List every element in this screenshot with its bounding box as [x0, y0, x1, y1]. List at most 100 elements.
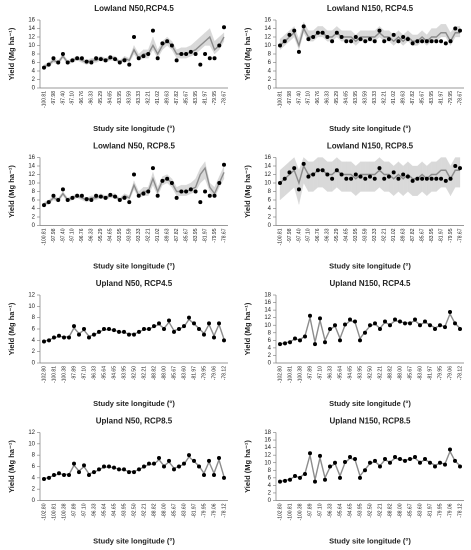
observed-point	[198, 200, 203, 205]
x-tick-label: -100.38	[61, 366, 67, 383]
x-tick-label: -91.02	[155, 91, 161, 105]
x-tick-label: -97.98	[51, 91, 57, 105]
y-tick-label: 6	[32, 60, 36, 66]
observed-point	[167, 318, 171, 323]
y-tick-label: 6	[32, 464, 36, 470]
y-tick-label: 4	[32, 338, 36, 344]
x-tick-label: -97.10	[306, 91, 312, 105]
observed-point	[160, 41, 165, 46]
x-tick-label: -91.02	[391, 228, 397, 242]
x-tick-label: -92.21	[141, 503, 147, 517]
observed-point	[278, 181, 282, 185]
x-tick-label: -94.65	[344, 228, 350, 242]
observed-point	[207, 193, 212, 198]
observed-point	[349, 39, 354, 44]
observed-point	[150, 28, 155, 33]
observed-point	[424, 39, 429, 44]
observed-point	[368, 460, 372, 465]
observed-point	[428, 323, 432, 328]
x-tick-label: -97.98	[51, 228, 57, 242]
observed-point	[363, 176, 368, 181]
observed-point	[222, 162, 226, 167]
observed-point	[207, 458, 211, 463]
x-tick-label: -88.00	[161, 503, 167, 517]
observed-point	[278, 479, 282, 484]
observed-point	[398, 319, 402, 324]
x-tick-label: -102.80	[277, 503, 283, 520]
observed-point	[165, 39, 170, 44]
observed-point	[348, 455, 352, 460]
observed-point	[122, 195, 127, 200]
y-tick-label: 16	[28, 18, 35, 24]
x-tick-label: -92.50	[367, 366, 373, 380]
observed-point	[97, 467, 101, 472]
x-tick-label: -97.89	[71, 366, 77, 380]
observed-point	[70, 58, 75, 63]
y-tick-label: 2	[32, 487, 36, 493]
observed-point	[107, 464, 111, 469]
x-tick-label: -87.82	[174, 228, 180, 242]
observed-point	[453, 321, 457, 326]
observed-point	[107, 327, 111, 331]
y-tick-label: 14	[264, 308, 271, 314]
observed-point	[378, 464, 382, 469]
observed-point	[42, 476, 46, 481]
y-tick-label: 6	[268, 198, 272, 204]
observed-point	[179, 189, 184, 194]
y-tick-label: 2	[268, 353, 272, 359]
x-tick-label: -87.82	[410, 228, 416, 242]
y-tick-label: 14	[264, 445, 271, 451]
x-tick-label: -79.95	[212, 228, 218, 242]
observed-point	[84, 197, 89, 202]
observed-point	[377, 28, 382, 33]
x-tick-label: -88.00	[397, 503, 403, 517]
x-tick-label: -81.97	[191, 503, 197, 517]
observed-point	[207, 56, 212, 61]
y-tick-label: 4	[268, 69, 272, 75]
x-tick-label: -96.33	[91, 366, 97, 380]
x-tick-label: -97.10	[70, 91, 76, 105]
observed-point	[141, 54, 146, 59]
x-tick-label: -97.10	[81, 366, 87, 380]
range-band	[346, 161, 352, 192]
observed-point	[89, 198, 94, 202]
x-tick-label: -92.21	[141, 366, 147, 380]
range-band	[317, 157, 323, 188]
y-tick-label: 16	[264, 300, 271, 306]
observed-point	[377, 166, 382, 171]
observed-point	[298, 338, 302, 343]
observed-point	[56, 198, 61, 202]
x-tick-label: -87.82	[410, 91, 416, 105]
observed-point	[112, 328, 116, 333]
observed-point	[136, 56, 141, 61]
observed-point	[429, 39, 434, 44]
observed-point	[188, 49, 193, 54]
x-tick-label: -78.12	[221, 366, 227, 380]
observed-point	[439, 176, 444, 181]
x-tick-label: -81.97	[427, 503, 433, 517]
observed-point	[102, 327, 106, 331]
x-tick-label: -92.21	[146, 228, 152, 242]
observed-point	[373, 458, 377, 463]
observed-point	[82, 463, 86, 468]
observed-point	[344, 39, 349, 44]
observed-point	[122, 329, 126, 334]
observed-point	[405, 37, 410, 42]
y-tick-label: 0	[268, 361, 272, 367]
observed-point	[458, 166, 462, 171]
observed-point	[212, 335, 216, 340]
observed-point	[323, 477, 327, 482]
observed-point	[65, 198, 70, 202]
y-tick-label: 2	[32, 349, 36, 355]
observed-point	[98, 194, 103, 199]
x-tick-label: -97.98	[287, 228, 293, 242]
observed-point	[403, 458, 407, 463]
observed-point	[388, 323, 392, 328]
x-tick-label: -93.33	[372, 91, 378, 105]
observed-point	[162, 327, 166, 331]
x-tick-label: -79.95	[437, 503, 443, 517]
x-tick-label: -102.80	[41, 503, 47, 520]
observed-point	[358, 37, 363, 42]
observed-point	[42, 65, 46, 70]
